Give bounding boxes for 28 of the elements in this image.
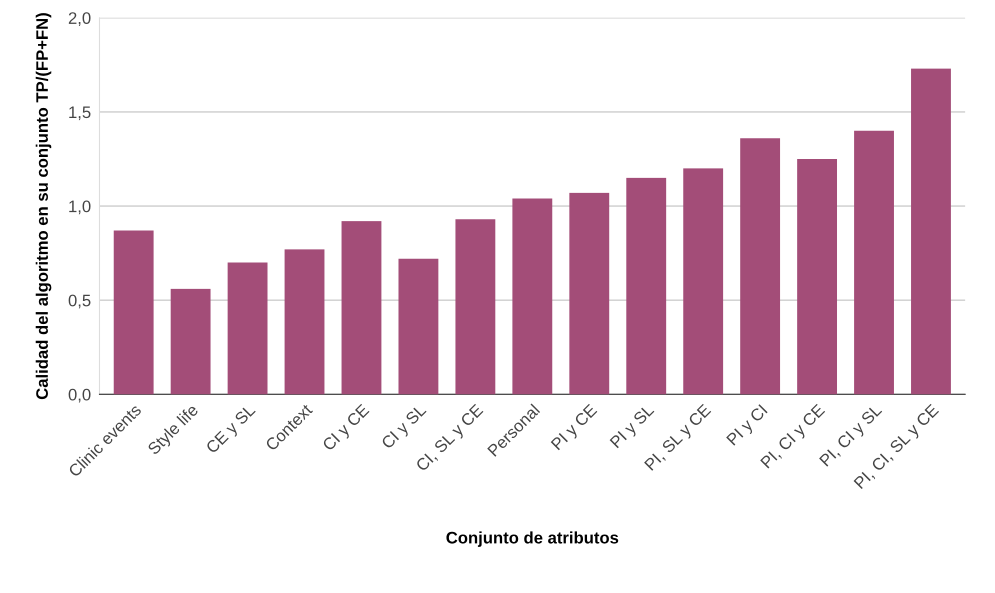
x-tick-label: PI y CE bbox=[550, 403, 600, 453]
bar bbox=[854, 130, 894, 394]
bar bbox=[114, 230, 154, 394]
x-tick-label: CI y CE bbox=[322, 403, 372, 454]
bar bbox=[284, 249, 324, 394]
x-tick-label: PI y CI bbox=[726, 404, 770, 448]
bar bbox=[512, 198, 552, 394]
bar bbox=[228, 262, 268, 394]
bar bbox=[740, 138, 780, 394]
bar bbox=[455, 219, 496, 394]
y-tick-label: 0,0 bbox=[68, 388, 91, 403]
y-tick-label: 2,0 bbox=[68, 12, 91, 26]
x-tick-label: CE y SL bbox=[205, 403, 258, 456]
bar bbox=[797, 159, 838, 394]
y-tick-label: 1,0 bbox=[69, 200, 91, 214]
bar bbox=[170, 288, 211, 394]
bar bbox=[911, 68, 951, 394]
y-tick-label: 1,5 bbox=[69, 106, 90, 120]
bar bbox=[683, 168, 724, 394]
bar bbox=[398, 258, 438, 394]
bar bbox=[569, 192, 610, 394]
x-axis-title: Conjunto de atributos bbox=[446, 531, 618, 547]
bar bbox=[626, 178, 666, 394]
bar bbox=[342, 221, 382, 394]
x-tick-label: PI y SL bbox=[610, 403, 657, 451]
x-tick-label: CI y SL bbox=[380, 403, 430, 452]
y-tick-label: 0,5 bbox=[68, 294, 90, 308]
y-axis-title: Calidad del algoritmo en su conjunto TP/(FP+FN) bbox=[36, 13, 52, 400]
